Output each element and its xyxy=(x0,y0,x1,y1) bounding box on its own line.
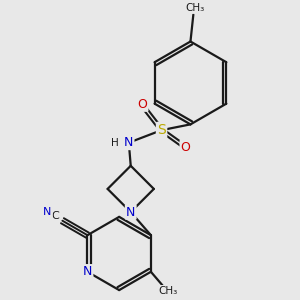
Text: N: N xyxy=(83,265,92,278)
Text: S: S xyxy=(157,123,166,137)
Text: H: H xyxy=(111,138,119,148)
Text: N: N xyxy=(43,207,52,217)
Text: N: N xyxy=(124,136,134,149)
Text: C: C xyxy=(51,212,59,221)
Text: N: N xyxy=(126,206,135,218)
Text: O: O xyxy=(181,141,190,154)
Text: O: O xyxy=(137,98,147,111)
Text: CH₃: CH₃ xyxy=(159,286,178,296)
Text: CH₃: CH₃ xyxy=(186,3,205,13)
